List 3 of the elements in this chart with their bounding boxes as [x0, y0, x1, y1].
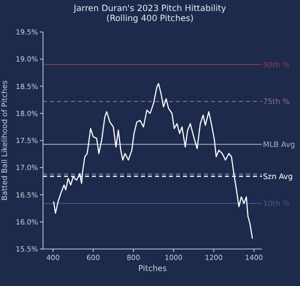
chart-title: Jarren Duran's 2023 Pitch Hittability: [72, 4, 226, 14]
chart-subtitle: (Rolling 400 Pitches): [106, 14, 194, 24]
x-axis-title: Pitches: [138, 264, 167, 273]
